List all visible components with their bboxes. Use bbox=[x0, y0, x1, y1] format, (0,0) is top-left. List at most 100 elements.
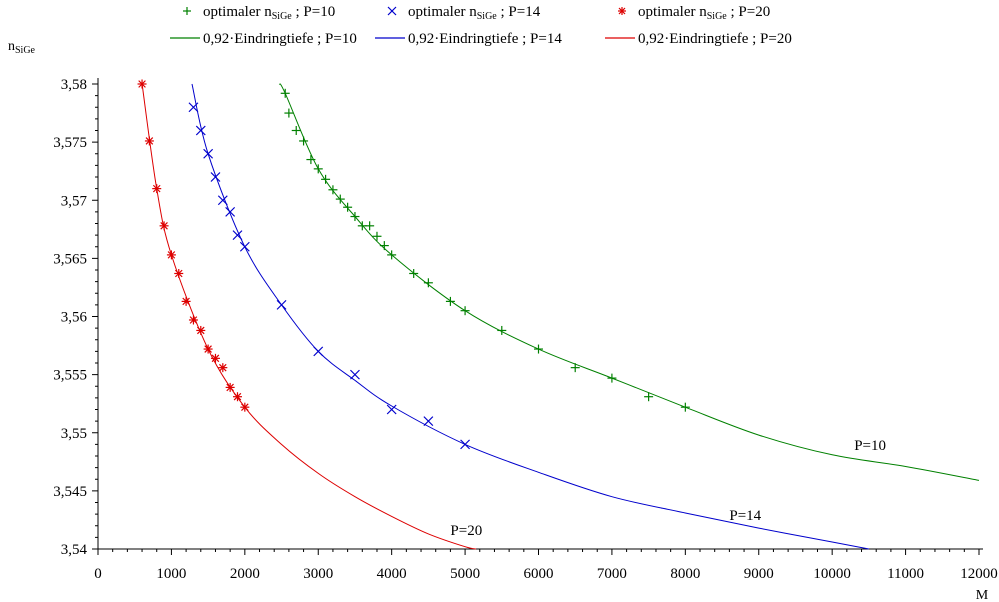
data-point bbox=[210, 172, 221, 182]
data-point bbox=[188, 315, 198, 325]
data-point bbox=[181, 296, 191, 306]
y-tick-label: 3,57 bbox=[61, 193, 88, 209]
data-point bbox=[203, 148, 214, 159]
data-point bbox=[306, 155, 316, 165]
data-point bbox=[225, 382, 235, 392]
data-point bbox=[313, 346, 324, 357]
curve-label: P=10 bbox=[854, 438, 886, 454]
y-tick-label: 3,555 bbox=[53, 368, 87, 384]
x-tick-label: 3000 bbox=[303, 566, 333, 582]
data-point bbox=[379, 241, 389, 251]
data-point bbox=[607, 373, 617, 383]
y-axis-title: nSiGe bbox=[8, 39, 36, 56]
data-point bbox=[280, 88, 290, 98]
x-tick-label: 6000 bbox=[524, 566, 554, 582]
x-tick-label: 10000 bbox=[813, 566, 851, 582]
curve-annotations: P=10 P=14 P=20 bbox=[450, 438, 886, 539]
data-point bbox=[350, 212, 360, 222]
data-point bbox=[240, 402, 250, 412]
data-point bbox=[460, 306, 470, 316]
data-point bbox=[225, 206, 236, 217]
data-point bbox=[497, 325, 507, 335]
data-point bbox=[618, 7, 626, 15]
data-point bbox=[423, 278, 433, 288]
data-point bbox=[445, 296, 455, 306]
data-point bbox=[387, 6, 397, 16]
y-tick-label: 3,55 bbox=[61, 426, 87, 442]
data-point bbox=[291, 126, 301, 135]
series-line bbox=[191, 83, 869, 550]
data-point bbox=[276, 299, 287, 310]
data-point bbox=[218, 363, 228, 373]
data-point bbox=[217, 195, 228, 206]
legend-label: 0,92·Eindringtiefe ; P=10 bbox=[203, 31, 357, 47]
curve-label: P=14 bbox=[729, 508, 761, 524]
data-point bbox=[321, 174, 331, 184]
series-line bbox=[141, 83, 477, 550]
legend-item: optimaler nSiGe ; P=14 bbox=[387, 4, 541, 22]
x-tick-label: 8000 bbox=[670, 566, 700, 582]
legend-item: optimaler nSiGe ; P=10 bbox=[183, 4, 335, 22]
data-point bbox=[284, 108, 294, 118]
data-point bbox=[350, 369, 360, 380]
data-point bbox=[372, 231, 382, 241]
data-point bbox=[159, 221, 169, 231]
data-point bbox=[680, 402, 690, 412]
legend-label: optimaler nSiGe ; P=10 bbox=[203, 4, 335, 22]
data-point bbox=[534, 344, 543, 354]
data-point bbox=[232, 392, 242, 402]
data-point bbox=[183, 7, 191, 15]
data-point bbox=[174, 268, 184, 278]
data-point bbox=[343, 202, 353, 212]
x-tick-label: 2000 bbox=[230, 566, 260, 582]
data-point bbox=[423, 416, 434, 427]
x-tick-label: 9000 bbox=[744, 566, 774, 582]
series-line bbox=[278, 83, 980, 481]
data-point bbox=[152, 184, 162, 194]
data-point bbox=[210, 353, 220, 363]
x-tick-label: 12000 bbox=[960, 566, 998, 582]
data-point bbox=[644, 392, 654, 402]
data-point bbox=[365, 221, 375, 231]
x-tick-label: 0 bbox=[94, 566, 102, 582]
data-point bbox=[460, 439, 471, 450]
data-point bbox=[195, 125, 206, 136]
data-point bbox=[386, 404, 397, 415]
y-tick-label: 3,54 bbox=[61, 542, 88, 558]
legend-item: 0,92·Eindringtiefe ; P=20 bbox=[605, 31, 792, 47]
data-point bbox=[137, 79, 147, 89]
data-point bbox=[188, 102, 199, 113]
data-point bbox=[335, 194, 345, 204]
data-point bbox=[239, 241, 250, 252]
y-tick-label: 3,56 bbox=[61, 310, 88, 326]
legend-item: optimaler nSiGe ; P=20 bbox=[618, 4, 770, 22]
y-tick-label: 3,545 bbox=[53, 484, 87, 500]
data-point bbox=[232, 230, 243, 241]
data-point bbox=[387, 250, 397, 260]
x-tick-label: 4000 bbox=[377, 566, 407, 582]
y-tick-label: 3,58 bbox=[61, 77, 87, 93]
data-point bbox=[144, 136, 154, 146]
x-tick-label: 7000 bbox=[597, 566, 627, 582]
curve-lines bbox=[141, 83, 980, 550]
data-point bbox=[409, 268, 419, 278]
x-axis-title: M bbox=[976, 588, 989, 602]
data-point bbox=[570, 363, 580, 373]
legend-label: optimaler nSiGe ; P=20 bbox=[638, 4, 770, 22]
legend-label: 0,92·Eindringtiefe ; P=14 bbox=[408, 31, 562, 47]
data-point bbox=[313, 164, 323, 174]
x-tick-label: 1000 bbox=[156, 566, 186, 582]
data-point bbox=[196, 325, 206, 335]
y-tick-label: 3,565 bbox=[53, 251, 87, 267]
curve-label: P=20 bbox=[450, 523, 482, 539]
legend-label: 0,92·Eindringtiefe ; P=20 bbox=[638, 31, 792, 47]
data-point bbox=[166, 250, 176, 260]
axes: 0 1000 2000 3000 4000 5000 6000 7000 8000 9000 100… bbox=[53, 77, 998, 582]
data-point bbox=[328, 185, 338, 195]
data-point bbox=[299, 136, 309, 146]
legend-item: 0,92·Eindringtiefe ; P=14 bbox=[375, 31, 562, 47]
data-markers bbox=[137, 79, 690, 450]
x-tick-label: 11000 bbox=[887, 566, 924, 582]
x-tick-label: 5000 bbox=[450, 566, 480, 582]
